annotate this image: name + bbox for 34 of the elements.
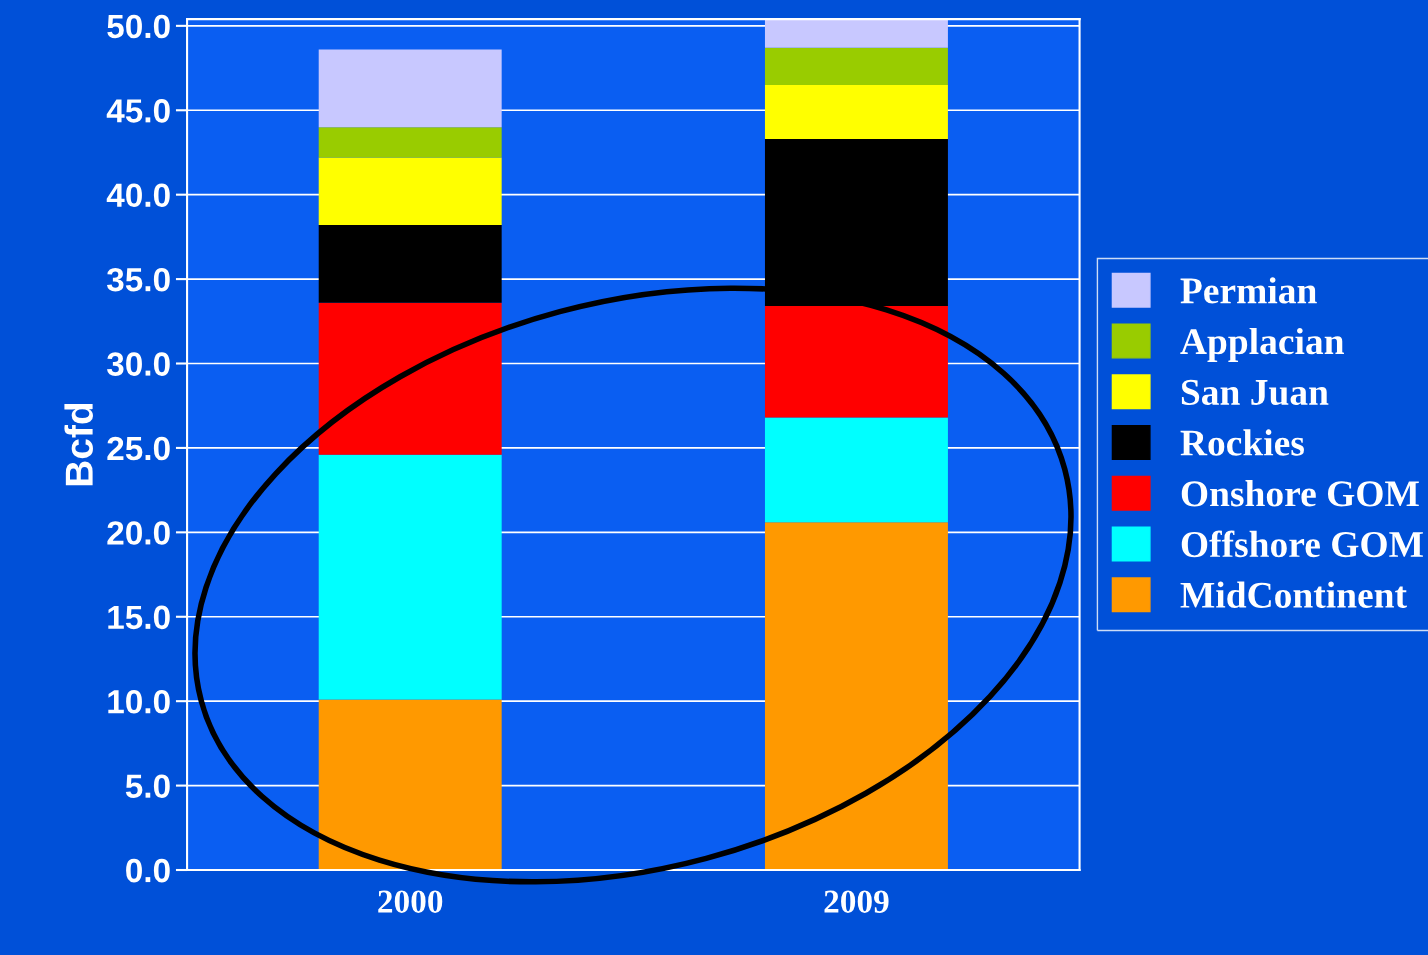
legend-label: Applacian [1180,327,1344,362]
bar [764,47,948,85]
legend-label: Onshore GOM [1181,480,1419,507]
y-tick-label: 45.0 [106,99,170,123]
legend-label: Permian [1180,277,1317,304]
bar [764,84,948,139]
y-tick-label: 5.0 [125,774,170,798]
bar [764,19,948,48]
bar [318,157,502,226]
y-tick-label: 50.0 [107,14,170,39]
bar [318,302,502,455]
y-tick-label: 0.0 [126,858,170,883]
y-tick-label: 40.0 [106,183,170,208]
y-tick-label: 10.0 [108,689,170,714]
x-tick-label: 2009 [824,890,889,913]
bar [318,49,502,128]
y-tick-label: 20.0 [107,521,170,545]
bar [764,522,948,871]
legend-label: San Juan [1181,379,1329,406]
bar [318,225,502,303]
legend-label: Rockies [1180,429,1304,456]
bar [318,127,502,158]
y-tick-label: 25.0 [107,436,170,461]
bar [764,417,948,523]
y-tick-label: 15.0 [108,605,170,630]
legend-label: Offshore GOM [1181,530,1423,558]
legend-label: MidContinent [1180,581,1407,608]
y-tick-label: 35.0 [106,267,170,292]
x-tick-label: 2000 [378,890,443,913]
y-tick-label: 30.0 [106,352,170,376]
bar [318,454,502,700]
bar [764,306,948,418]
bar [318,699,502,871]
y-axis-title: Bcfd [64,403,93,486]
